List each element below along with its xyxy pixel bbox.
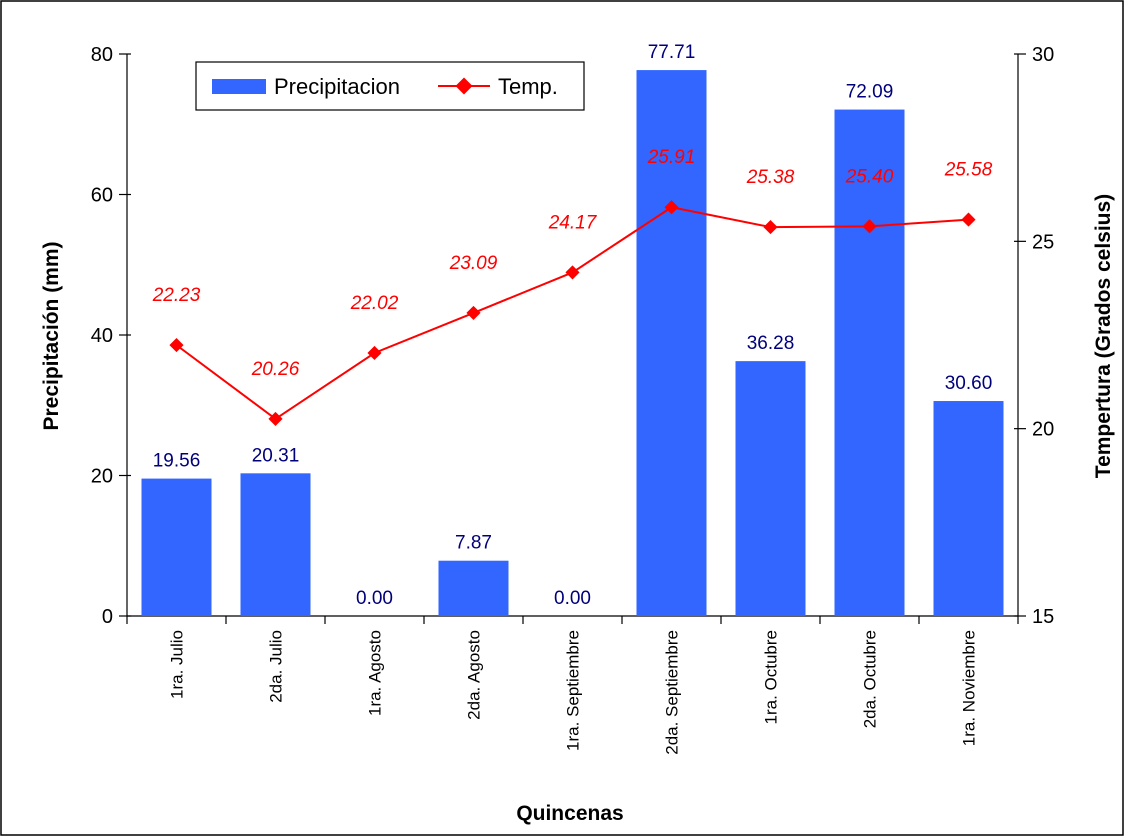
temp-point [169,338,184,353]
temp-point [565,265,580,280]
temp-point [961,212,976,227]
category-label: 1ra. Julio [168,630,187,699]
y-tick-label: 20 [91,466,113,488]
bar-value-label: 0.00 [356,588,393,609]
category-label: 2da. Septiembre [663,630,682,755]
y2-tick-label: 20 [1032,419,1054,441]
temp-point [466,305,481,320]
y-tick-label: 80 [91,44,113,66]
bar-value-label: 36.28 [747,333,795,354]
temp-value-label: 25.91 [647,147,696,168]
legend-swatch-temp-marker [455,77,473,95]
bar-value-label: 7.87 [455,533,492,554]
temp-point [367,345,382,361]
legend: Precipitacion Temp. [195,61,585,111]
category-label: 1ra. Octubre [762,630,781,725]
category-label: 2da. Julio [267,630,286,703]
y-tick-label: 40 [91,325,113,347]
temp-value-label: 22.23 [152,285,201,306]
bar-value-label: 30.60 [945,373,993,394]
category-label: 1ra. Noviembre [960,630,979,746]
bar [834,109,905,616]
y-axis-title: Precipitación (mm) [40,241,63,430]
bar [438,560,509,616]
bar [240,473,311,616]
x-axis-title: Quincenas [516,802,623,825]
temp-value-label: 22.02 [350,293,399,314]
legend-swatch-precipitacion [212,79,266,94]
bar [141,478,212,616]
temp-value-label: 25.58 [944,160,993,181]
temp-point [664,200,679,215]
category-label: 2da. Octubre [861,630,880,728]
category-label: 1ra. Septiembre [564,630,583,751]
y2-tick-label: 30 [1032,44,1054,66]
y-tick-label: 0 [102,606,113,628]
bar [735,361,806,616]
bar-value-label: 20.31 [252,445,300,466]
y2-axis-title: Tempertura (Grados celsius) [1092,194,1115,478]
legend-label-temp: Temp. [498,74,558,99]
y2-tick-label: 25 [1032,231,1054,253]
temp-point [268,411,283,426]
bar [933,401,1004,616]
y2-tick-label: 15 [1032,606,1054,628]
bar-value-label: 72.09 [846,82,894,103]
legend-label-precipitacion: Precipitacion [274,74,400,99]
bar [636,70,707,616]
temp-value-label: 20.26 [251,359,300,380]
temp-value-label: 23.09 [449,253,498,274]
temp-point [862,219,877,234]
bar-value-label: 77.71 [648,42,696,63]
temp-value-label: 25.40 [845,166,894,187]
category-label: 2da. Agosto [465,630,484,720]
temp-value-label: 24.17 [548,212,598,233]
bar-value-label: 0.00 [554,588,591,609]
bar-value-label: 19.56 [153,451,201,472]
temp-value-label: 25.38 [746,167,795,188]
category-label: 1ra. Agosto [366,630,385,716]
y-tick-label: 60 [91,185,113,207]
temp-point [763,220,778,235]
